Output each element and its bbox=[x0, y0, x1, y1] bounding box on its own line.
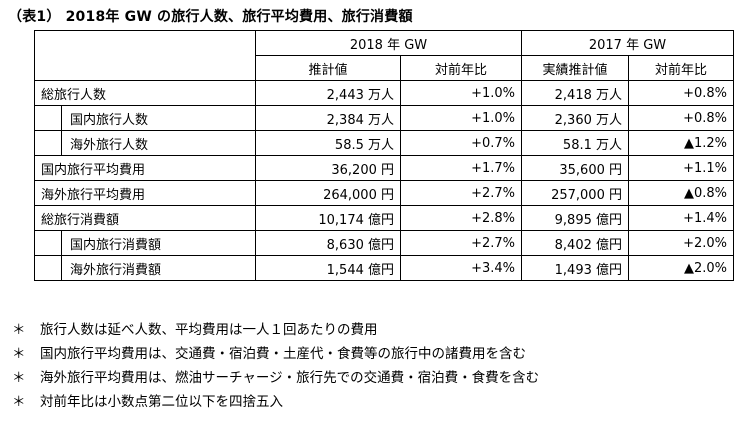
yoy-2018-cell: +2.7% bbox=[400, 230, 522, 256]
header-blank-cell bbox=[34, 30, 256, 81]
value-2017-cell: 35,600 円 bbox=[521, 155, 629, 181]
table-row: 海外旅行人数 58.5 万人 +0.7% 58.1 万人 ▲1.2% bbox=[34, 130, 734, 156]
footnote-text: 海外旅行平均費用は、燃油サーチャージ・旅行先での交通費・宿泊費・食費を含む bbox=[40, 370, 540, 386]
value-2018-cell: 264,000 円 bbox=[255, 180, 401, 206]
row-label: 総旅行人数 bbox=[34, 80, 256, 106]
value-2018-cell: 2,443 万人 bbox=[255, 80, 401, 106]
row-label-sub: 国内旅行消費額 bbox=[34, 230, 256, 256]
table-row: 海外旅行消費額 1,544 億円 +3.4% 1,493 億円 ▲2.0% bbox=[34, 255, 734, 281]
value-2018-cell: 1,544 億円 bbox=[255, 255, 401, 281]
value-2017-cell: 8,402 億円 bbox=[521, 230, 629, 256]
value-2017-cell: 2,418 万人 bbox=[521, 80, 629, 106]
yoy-2018-cell: +0.7% bbox=[400, 130, 522, 156]
yoy-2018-cell: +3.4% bbox=[400, 255, 522, 281]
yoy-2017-cell: +1.4% bbox=[628, 205, 734, 231]
row-label: 海外旅行平均費用 bbox=[34, 180, 256, 206]
header-yoy-2017: 対前年比 bbox=[628, 55, 734, 81]
yoy-2018-cell: +1.0% bbox=[400, 80, 522, 106]
footnote-text: 旅行人数は延べ人数、平均費用は一人１回あたりの費用 bbox=[40, 322, 378, 338]
table-body: 総旅行人数 2,443 万人 +1.0% 2,418 万人 +0.8% 国内旅行人数 2,3… bbox=[34, 80, 734, 281]
value-2017-cell: 257,000 円 bbox=[521, 180, 629, 206]
header-row-columns: 推計値 対前年比 実績推計値 対前年比 bbox=[35, 55, 734, 81]
asterisk-icon: ＊ bbox=[12, 322, 26, 338]
value-2018-cell: 2,384 万人 bbox=[255, 105, 401, 131]
yoy-2017-cell: +2.0% bbox=[628, 230, 734, 256]
asterisk-icon: ＊ bbox=[12, 370, 26, 386]
table-row: 総旅行人数 2,443 万人 +1.0% 2,418 万人 +0.8% bbox=[34, 80, 734, 106]
row-label: 国内旅行平均費用 bbox=[34, 155, 256, 181]
yoy-2018-cell: +2.8% bbox=[400, 205, 522, 231]
value-2017-cell: 2,360 万人 bbox=[521, 105, 629, 131]
header-2018-gw: 2018 年 GW bbox=[255, 30, 522, 56]
footnote: ＊ 旅行人数は延べ人数、平均費用は一人１回あたりの費用 bbox=[12, 318, 539, 342]
footnote: ＊ 海外旅行平均費用は、燃油サーチャージ・旅行先での交通費・宿泊費・食費を含む bbox=[12, 366, 539, 390]
value-2018-cell: 36,200 円 bbox=[255, 155, 401, 181]
row-label: 総旅行消費額 bbox=[34, 205, 256, 231]
header-row-years: 2018 年 GW 2017 年 GW bbox=[34, 30, 734, 81]
value-2017-cell: 1,493 億円 bbox=[521, 255, 629, 281]
yoy-2017-cell: +0.8% bbox=[628, 80, 734, 106]
footnote-text: 国内旅行平均費用は、交通費・宿泊費・土産代・食費等の旅行中の諸費用を含む bbox=[40, 346, 526, 362]
yoy-2017-cell: +1.1% bbox=[628, 155, 734, 181]
yoy-2018-cell: +2.7% bbox=[400, 180, 522, 206]
yoy-2017-cell: ▲0.8% bbox=[628, 180, 734, 206]
footnote: ＊ 国内旅行平均費用は、交通費・宿泊費・土産代・食費等の旅行中の諸費用を含む bbox=[12, 342, 539, 366]
header-2017-gw: 2017 年 GW bbox=[521, 30, 734, 56]
row-label-sub: 国内旅行人数 bbox=[34, 105, 256, 131]
footnote: ＊ 対前年比は小数点第二位以下を四捨五入 bbox=[12, 390, 539, 414]
value-2018-cell: 10,174 億円 bbox=[255, 205, 401, 231]
table-row: 海外旅行平均費用 264,000 円 +2.7% 257,000 円 ▲0.8% bbox=[34, 180, 734, 206]
yoy-2017-cell: +0.8% bbox=[628, 105, 734, 131]
table-row: 国内旅行人数 2,384 万人 +1.0% 2,360 万人 +0.8% bbox=[34, 105, 734, 131]
footnotes: ＊ 旅行人数は延べ人数、平均費用は一人１回あたりの費用 ＊ 国内旅行平均費用は、交通費… bbox=[12, 318, 539, 414]
value-2017-cell: 58.1 万人 bbox=[521, 130, 629, 156]
value-2018-cell: 58.5 万人 bbox=[255, 130, 401, 156]
value-2017-cell: 9,895 億円 bbox=[521, 205, 629, 231]
value-2018-cell: 8,630 億円 bbox=[255, 230, 401, 256]
yoy-2017-cell: ▲1.2% bbox=[628, 130, 734, 156]
travel-stats-table: 2018 年 GW 2017 年 GW 推計値 対前年比 実績推計値 対前年比 … bbox=[34, 30, 734, 281]
footnote-text: 対前年比は小数点第二位以下を四捨五入 bbox=[40, 394, 283, 410]
row-label-sub: 海外旅行人数 bbox=[34, 130, 256, 156]
yoy-2018-cell: +1.7% bbox=[400, 155, 522, 181]
header-estimate-2018: 推計値 bbox=[255, 55, 401, 81]
header-yoy-2018: 対前年比 bbox=[400, 55, 522, 81]
yoy-2017-cell: ▲2.0% bbox=[628, 255, 734, 281]
asterisk-icon: ＊ bbox=[12, 346, 26, 362]
table-row: 総旅行消費額 10,174 億円 +2.8% 9,895 億円 +1.4% bbox=[34, 205, 734, 231]
table-title: （表1） 2018年 GW の旅行人数、旅行平均費用、旅行消費額 bbox=[8, 9, 413, 25]
table-row: 国内旅行消費額 8,630 億円 +2.7% 8,402 億円 +2.0% bbox=[34, 230, 734, 256]
table-row: 国内旅行平均費用 36,200 円 +1.7% 35,600 円 +1.1% bbox=[34, 155, 734, 181]
row-label-sub: 海外旅行消費額 bbox=[34, 255, 256, 281]
header-estimate-2017: 実績推計値 bbox=[521, 55, 629, 81]
yoy-2018-cell: +1.0% bbox=[400, 105, 522, 131]
asterisk-icon: ＊ bbox=[12, 394, 26, 410]
